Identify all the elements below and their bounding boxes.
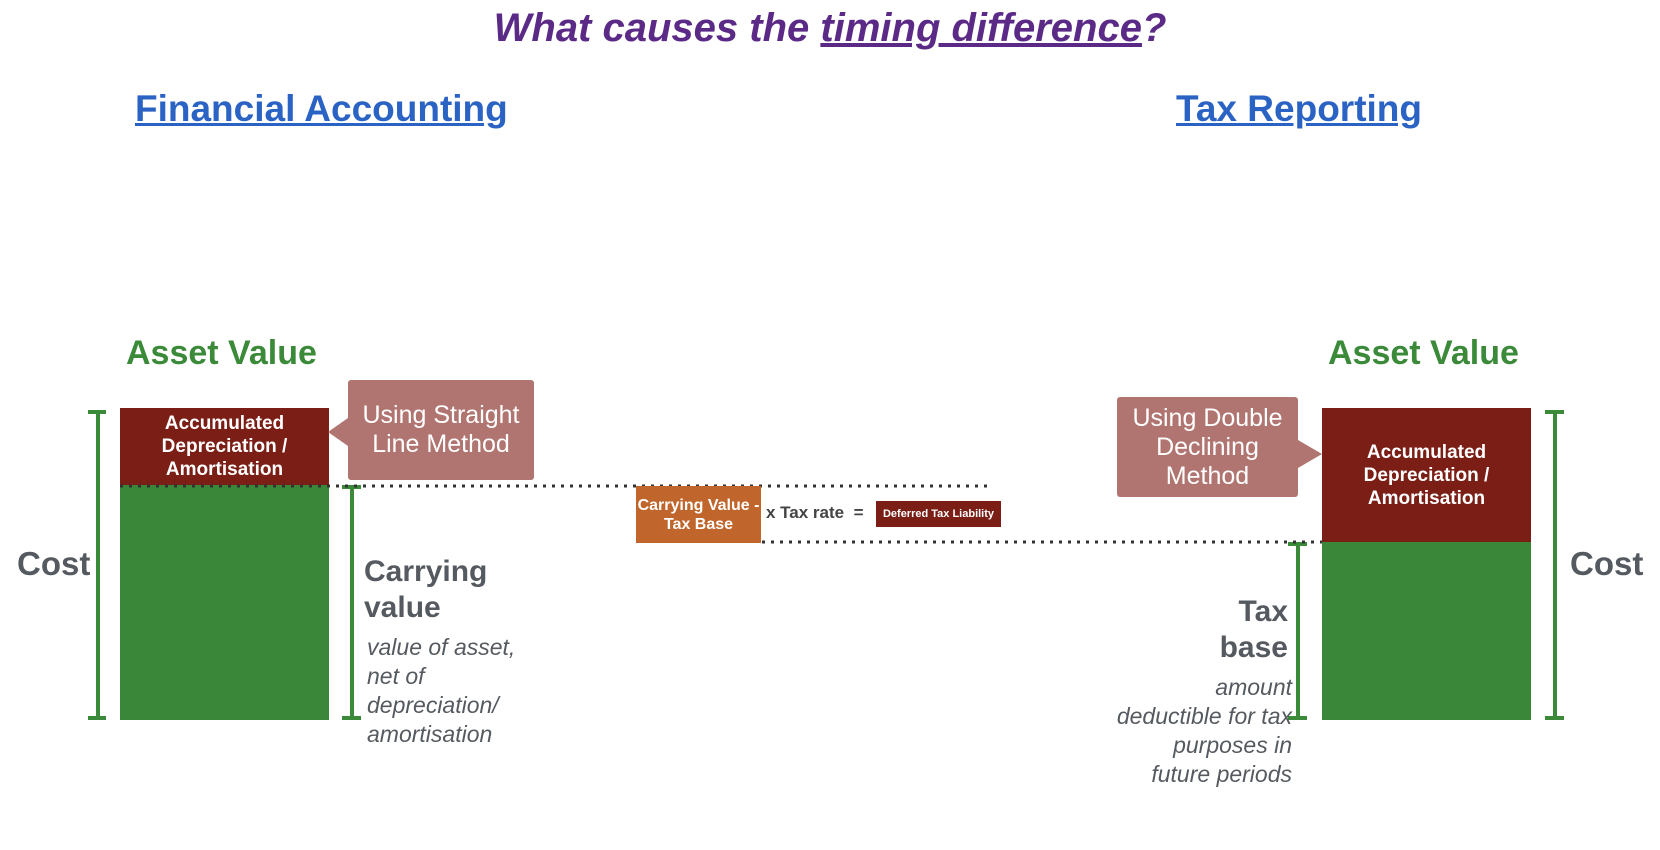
financial-accounting-heading[interactable]: Financial Accounting	[135, 88, 508, 129]
right-accumulated-depreciation-box: Accumulated Depreciation / Amortisation	[1322, 408, 1531, 542]
equals-sign: =	[853, 503, 864, 522]
tax-rate-text: x Tax rate =	[766, 503, 864, 522]
double-declining-method-callout: Using Double Declining Method	[1117, 397, 1298, 497]
tax-base-description: amount deductible for tax purposes in fu…	[1116, 674, 1292, 787]
carrying-value-description: value of asset, net of depreciation/ amo…	[367, 634, 516, 747]
straight-line-method-callout: Using Straight Line Method	[348, 380, 534, 480]
page-title: What causes the timing difference?	[493, 6, 1167, 50]
tax-base-label: Tax base	[1219, 595, 1288, 664]
left-accumulated-depreciation-box: Accumulated Depreciation / Amortisation	[120, 408, 329, 485]
carrying-value-minus-tax-base-box: Carrying Value - Tax Base	[636, 486, 761, 543]
carrying-value-label: Carrying value	[364, 555, 488, 624]
left-carrying-value-bar	[120, 485, 329, 720]
right-asset-value-label: Asset Value	[1328, 334, 1519, 372]
right-cost-label: Cost	[1570, 545, 1644, 582]
left-asset-value-label: Asset Value	[126, 334, 317, 372]
right-tax-base-bar	[1322, 542, 1531, 720]
deferred-tax-liability-box: Deferred Tax Liability	[876, 501, 1001, 527]
title-underlined: timing difference	[820, 6, 1142, 50]
tax-reporting-heading[interactable]: Tax Reporting	[1176, 88, 1422, 129]
left-cost-label: Cost	[17, 545, 91, 582]
